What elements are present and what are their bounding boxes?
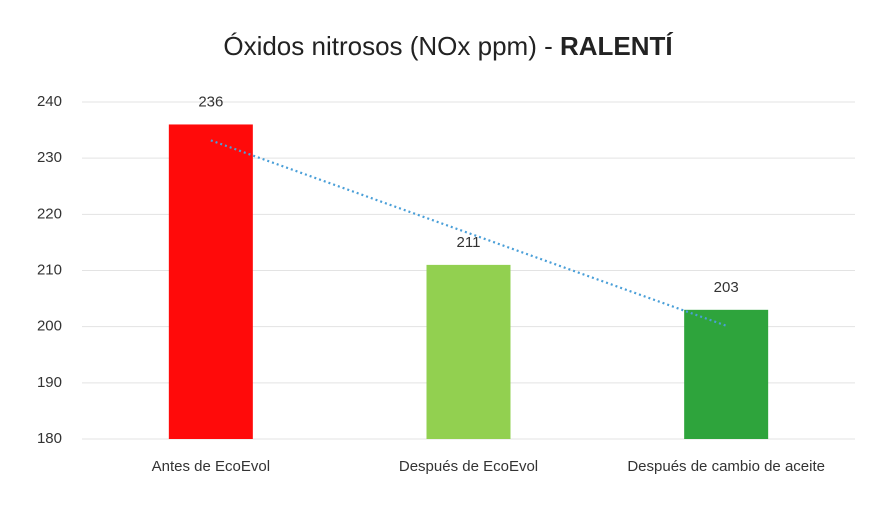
chart-title: Óxidos nitrosos (NOx ppm) - RALENTÍ [223,31,673,61]
y-tick-label: 230 [37,149,62,166]
bar [684,309,769,439]
y-tick-label: 240 [37,93,62,110]
y-tick-label: 220 [37,205,62,222]
x-tick-label: Después de cambio de aceite [627,458,825,475]
y-tick-label: 210 [37,261,62,278]
x-tick-label: Después de EcoEvol [398,458,539,475]
data-label: 203 [714,279,739,296]
bar [426,264,511,439]
data-label: 211 [457,234,481,251]
y-tick-label: 180 [37,430,62,447]
title-main: Óxidos nitrosos (NOx ppm) - [223,31,552,61]
bar [168,124,253,439]
data-label: 236 [198,93,223,110]
title-emphasis: RALENTÍ [560,31,673,61]
x-tick-label: Antes de EcoEvol [151,458,271,475]
y-tick-label: 200 [37,318,62,335]
trendline [210,139,727,327]
y-tick-label: 190 [37,374,62,391]
